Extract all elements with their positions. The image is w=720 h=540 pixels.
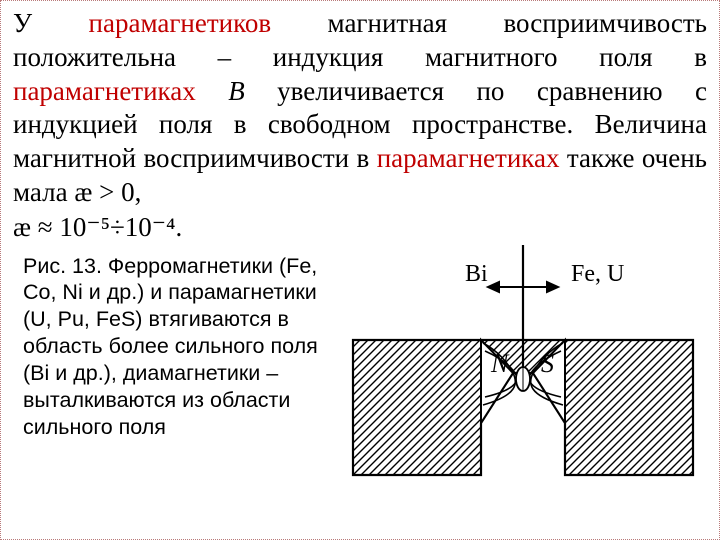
figure-caption: Рис. 13. Ферромагнетики (Fe, Co, Ni и др… <box>13 253 343 441</box>
txt-paramagnetikov: парамагнетиков <box>89 8 272 38</box>
figure-13: Bi Fe, U N S <box>343 253 707 483</box>
label-n: N <box>490 349 510 378</box>
txt-1: У <box>13 8 89 38</box>
main-paragraph: У парамагнетиков магнитная восприимчивос… <box>13 7 707 210</box>
label-bi: Bi <box>465 261 488 287</box>
label-s: S <box>541 349 554 378</box>
txt-paramagnetikah-2: парамагнетиках <box>377 143 560 173</box>
txt-space <box>196 76 228 106</box>
label-fe-u: Fe, U <box>571 261 624 287</box>
txt-paramagnetikah-1: парамагнетиках <box>13 76 196 106</box>
slide: У парамагнетиков магнитная восприимчивос… <box>0 0 720 540</box>
formula-line: æ ≈ 10⁻⁵÷10⁻⁴. <box>13 212 707 243</box>
txt-B: B <box>228 76 245 106</box>
lower-row: Рис. 13. Ферромагнетики (Fe, Co, Ni и др… <box>13 253 707 483</box>
